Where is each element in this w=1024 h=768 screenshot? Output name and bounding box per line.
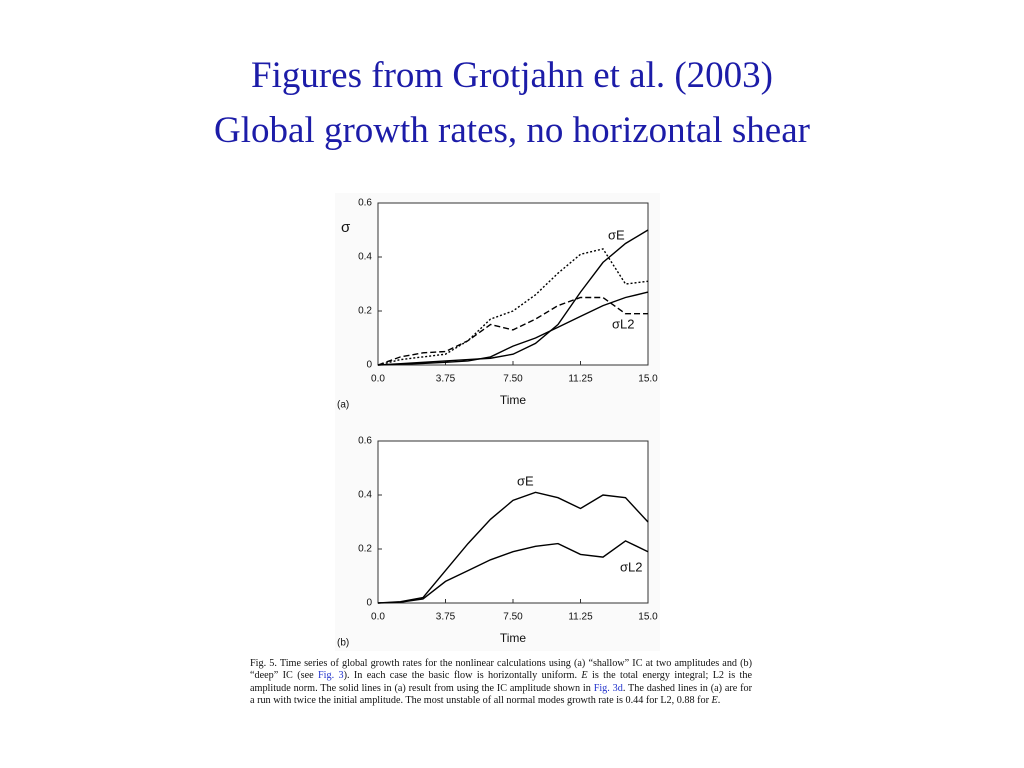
caption-text: is the total energy integral; L2 is the … bbox=[250, 670, 752, 694]
series-line bbox=[377, 491, 649, 604]
caption-text: . bbox=[717, 695, 721, 707]
x-tick-label: 0.0 bbox=[371, 612, 385, 623]
caption-symbol: E bbox=[711, 695, 718, 707]
panel-label: (a) bbox=[337, 400, 349, 411]
x-tick-label: 3.75 bbox=[436, 612, 456, 623]
caption: Fig. 5. Time series of global growth rat… bbox=[250, 658, 752, 708]
series-line bbox=[377, 291, 649, 366]
series-line bbox=[377, 540, 649, 604]
x-tick-label: 0.0 bbox=[371, 374, 385, 385]
series-line bbox=[377, 248, 649, 366]
plot-frame bbox=[377, 440, 649, 604]
caption-link: Fig. 3 bbox=[317, 670, 344, 682]
caption-link: Fig. 3d bbox=[593, 682, 623, 694]
y-tick-label: 0.4 bbox=[358, 252, 372, 263]
series-line bbox=[377, 229, 649, 366]
series-label: σL2 bbox=[612, 316, 634, 331]
caption-text: Fig. 5. Time series of global growth rat… bbox=[250, 658, 752, 682]
series-line bbox=[377, 296, 648, 366]
caption-symbol: E bbox=[581, 670, 588, 682]
x-tick-label: 7.50 bbox=[503, 612, 523, 623]
plot-frame bbox=[377, 202, 649, 366]
x-tick-label: 11.25 bbox=[568, 612, 593, 623]
panel-label: (b) bbox=[337, 638, 349, 649]
title-line: Figures from Grotjahn et al. (2003) bbox=[251, 55, 773, 96]
x-tick-label: 15.0 bbox=[638, 612, 658, 623]
series-label: σL2 bbox=[620, 559, 642, 574]
x-axis-label: Time bbox=[500, 393, 527, 407]
x-tick-label: 3.75 bbox=[436, 374, 456, 385]
series-label: σE bbox=[517, 473, 534, 488]
caption-text: . The dashed lines in (a) are for a run … bbox=[250, 682, 752, 707]
x-axis-label: Time bbox=[500, 631, 527, 645]
title-line: Global growth rates, no horizontal shear bbox=[214, 110, 810, 151]
caption-text: ). In each case the basic flow is horizo… bbox=[343, 670, 582, 682]
x-tick-label: 15.0 bbox=[638, 374, 658, 385]
y-tick-label: 0 bbox=[366, 598, 372, 609]
series-label: σE bbox=[608, 227, 625, 242]
x-tick-label: 7.50 bbox=[503, 374, 523, 385]
x-tick-label: 11.25 bbox=[568, 374, 593, 385]
y-tick-label: 0.6 bbox=[358, 198, 372, 209]
y-tick-label: 0.2 bbox=[358, 306, 372, 317]
y-axis-label: σ bbox=[341, 219, 351, 236]
y-tick-label: 0 bbox=[366, 360, 372, 371]
y-tick-label: 0.4 bbox=[358, 490, 372, 501]
slide-title: Figures from Grotjahn et al. (2003) Glob… bbox=[0, 48, 1024, 158]
y-tick-label: 0.2 bbox=[358, 544, 372, 555]
y-tick-label: 0.6 bbox=[358, 436, 372, 447]
